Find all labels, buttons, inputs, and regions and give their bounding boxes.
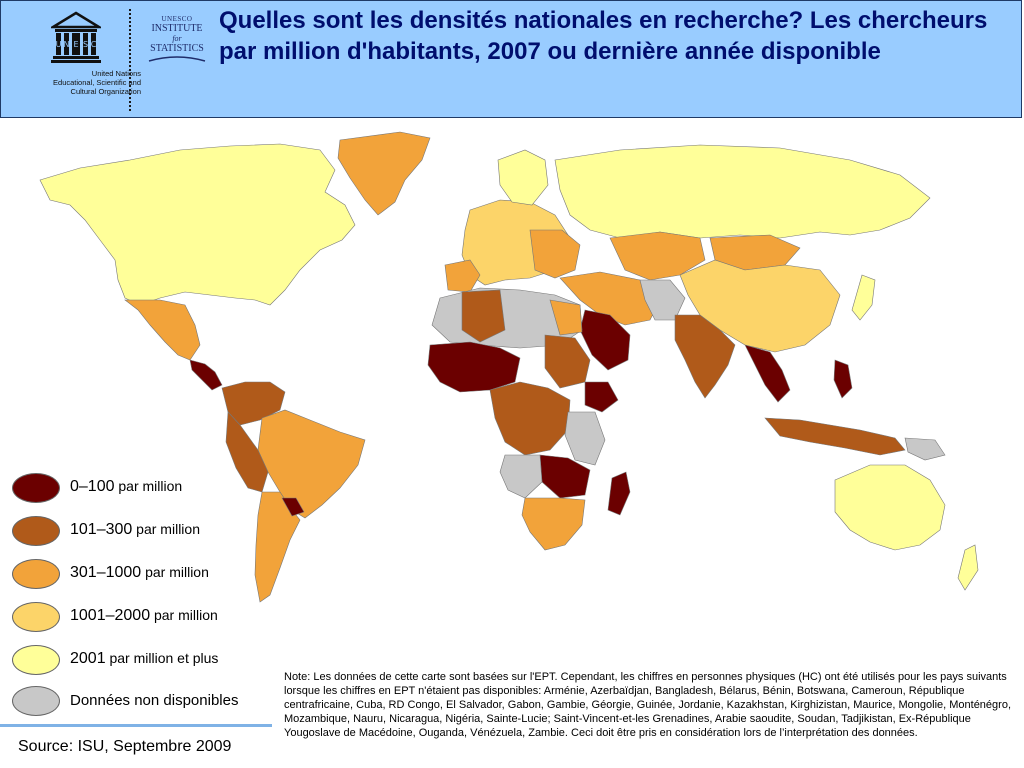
logo-divider	[129, 9, 131, 111]
map-region-iberia	[444, 259, 481, 293]
map-region-angola-namibia	[499, 454, 543, 499]
uis-swoosh-icon	[148, 56, 206, 62]
world-map	[39, 131, 979, 603]
legend-item: 1001–2000 par million	[8, 599, 278, 635]
legend-item: 0–100 par million	[8, 470, 278, 506]
map-region-india	[674, 314, 736, 399]
legend-label: 101–300 par million	[70, 521, 200, 539]
map-region-philippines	[833, 359, 853, 399]
uis-logo-line3: for	[172, 34, 182, 43]
map-region-central-america	[189, 359, 223, 391]
uis-logo-line1: UNESCO	[161, 15, 193, 23]
uis-logo-line2: INSTITUTE	[151, 23, 203, 34]
page-title: Quelles sont les densités nationales en …	[219, 7, 988, 65]
map-region-southeast-asia	[744, 344, 791, 403]
map-region-arabia	[579, 309, 631, 371]
map-region-australia	[834, 464, 946, 551]
legend-swatch	[12, 473, 60, 503]
map-region-mexico	[124, 299, 201, 361]
legend-item: 2001 par million et plus	[8, 642, 278, 678]
map-region-ethiopia	[584, 381, 619, 413]
unesco-letter-c: C	[91, 40, 97, 49]
legend-swatch	[12, 516, 60, 546]
map-region-brazil	[257, 409, 366, 519]
legend-unit: par million	[114, 478, 183, 494]
unesco-letter-u: U	[56, 40, 62, 49]
legend-label: 0–100 par million	[70, 478, 182, 496]
source-text: Source: ISU, Septembre 2009	[18, 738, 232, 755]
map-region-turkey-iran	[559, 271, 661, 326]
map-region-central-asia	[609, 231, 706, 281]
uis-logo-line4: STATISTICS	[150, 43, 204, 54]
map-region-egypt	[549, 299, 583, 336]
map-region-greenland	[337, 131, 431, 216]
legend-value: 0–100	[70, 478, 115, 495]
map-note: Note: Les données de cette carte sont ba…	[284, 671, 1011, 739]
map-region-madagascar	[607, 471, 631, 516]
map-region-japan	[851, 274, 876, 321]
unesco-caption-line: United Nations	[91, 69, 141, 78]
legend-item: 101–300 par million	[8, 513, 278, 549]
legend-value: 1001–2000	[70, 607, 151, 624]
map-region-paraguay	[281, 497, 305, 517]
map-region-papua-new-guinea	[904, 437, 946, 461]
map-region-southern-africa	[521, 497, 586, 551]
logo-block: U N E S C United Nations Educational, Sc…	[7, 5, 207, 115]
legend-swatch	[12, 602, 60, 632]
unesco-caption-line: Cultural Organization	[70, 87, 141, 96]
legend-unit: par million	[150, 607, 218, 623]
legend-label: 2001 par million et plus	[70, 650, 218, 668]
legend-value: Données non disponibles	[70, 692, 239, 709]
legend-label: 1001–2000 par million	[70, 607, 218, 625]
legend-value: 301–1000	[70, 564, 142, 581]
unesco-caption: United Nations Educational, Scientific a…	[13, 69, 141, 96]
map-region-sahel	[427, 341, 521, 393]
legend-unit: par million et plus	[105, 650, 219, 666]
map-region-algeria-libya	[461, 289, 506, 343]
header-banner: U N E S C United Nations Educational, Sc…	[0, 0, 1022, 118]
unesco-letter-s: S	[83, 40, 88, 49]
uis-logo: UNESCO INSTITUTE for STATISTICS	[141, 15, 213, 63]
unesco-temple-logo: U N E S C	[51, 11, 101, 63]
legend-value: 2001	[70, 650, 106, 667]
map-region-central-africa	[489, 381, 571, 456]
unesco-caption-line: Educational, Scientific and	[53, 78, 141, 87]
map-region-east-africa	[564, 411, 606, 466]
map-region-indonesia	[764, 417, 906, 456]
legend-item: 301–1000 par million	[8, 556, 278, 592]
map-region-north-america	[39, 143, 356, 306]
legend-swatch	[12, 686, 60, 716]
legend-value: 101–300	[70, 521, 133, 538]
legend-unit: par million	[141, 564, 209, 580]
unesco-letter-n: N	[64, 40, 70, 49]
map-region-russia	[554, 144, 931, 239]
source-divider	[0, 724, 272, 727]
map-region-new-zealand	[957, 544, 979, 591]
legend-unit: par million	[132, 521, 200, 537]
legend-item: Données non disponibles	[8, 683, 278, 719]
legend-swatch	[12, 645, 60, 675]
map-region-scandinavia	[497, 149, 549, 206]
legend-swatch	[12, 559, 60, 589]
legend-label: Données non disponibles	[70, 692, 238, 709]
map-region-sudan	[544, 334, 591, 389]
map-region-eastern-europe	[529, 229, 581, 279]
unesco-letter-e: E	[73, 40, 78, 49]
legend-label: 301–1000 par million	[70, 564, 209, 582]
